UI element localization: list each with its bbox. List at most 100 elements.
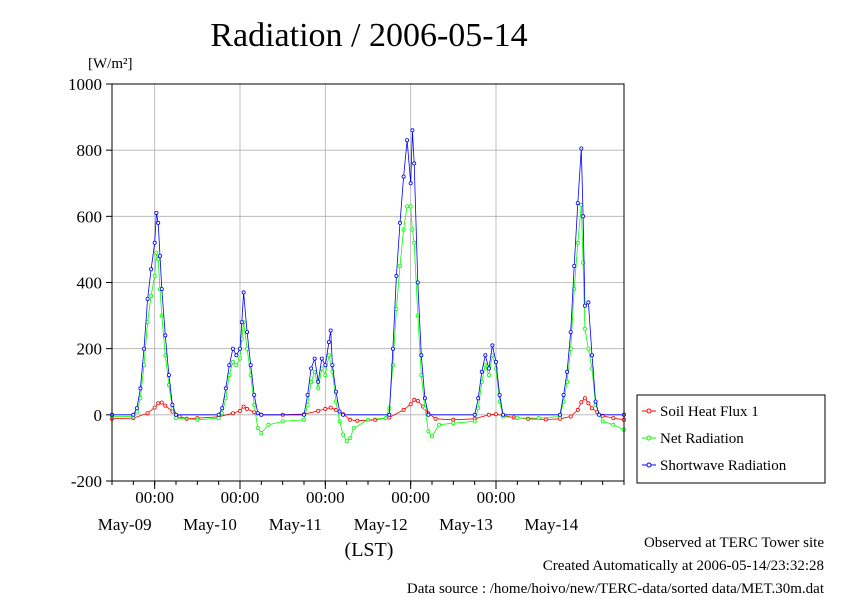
data-point	[138, 396, 143, 401]
data-point	[245, 406, 250, 411]
data-point	[266, 422, 271, 427]
data-point	[579, 146, 584, 151]
data-point	[611, 416, 616, 421]
observed-note: Observed at TERC Tower site	[643, 535, 824, 551]
data-point	[412, 397, 417, 402]
data-point	[195, 417, 200, 422]
data-point	[575, 240, 580, 245]
x-tick-label: 00:00	[391, 488, 430, 507]
data-point	[415, 313, 420, 318]
data-point	[159, 313, 164, 318]
data-point	[227, 363, 232, 368]
data-point	[237, 408, 242, 413]
data-point	[237, 356, 242, 361]
data-point	[486, 373, 491, 378]
data-point	[309, 366, 314, 371]
data-point	[397, 220, 402, 225]
data-point	[476, 396, 481, 401]
legend-swatch-marker	[646, 462, 652, 468]
data-point	[590, 406, 595, 411]
data-point	[333, 389, 338, 394]
data-point	[220, 411, 225, 416]
data-point	[410, 227, 415, 232]
data-point	[426, 412, 431, 417]
data-point	[241, 290, 246, 295]
data-point	[159, 400, 164, 405]
series-line	[112, 130, 624, 416]
y-tick-label: 800	[77, 141, 103, 160]
data-point	[600, 419, 605, 424]
data-point	[451, 421, 456, 426]
data-point	[405, 204, 410, 209]
data-point	[387, 412, 392, 417]
x-tick-label: 00:00	[221, 488, 260, 507]
data-point	[579, 400, 584, 405]
data-point	[326, 353, 331, 358]
legend-swatch-marker	[646, 435, 652, 441]
data-point	[586, 346, 591, 351]
data-point	[259, 430, 264, 435]
data-point	[490, 343, 495, 348]
data-point	[419, 373, 424, 378]
data-point	[223, 396, 228, 401]
data-point	[163, 403, 168, 408]
data-point	[536, 416, 541, 421]
data-point	[163, 353, 168, 358]
data-point	[415, 280, 420, 285]
data-point	[230, 411, 235, 416]
data-point	[405, 138, 410, 143]
data-point	[483, 353, 488, 358]
legend-box	[636, 394, 826, 484]
plot-frame	[111, 83, 625, 482]
data-point	[410, 128, 415, 133]
data-point	[305, 392, 310, 397]
x-day-label: May-10	[183, 515, 237, 534]
x-axis-label: (LST)	[345, 539, 394, 561]
data-point	[237, 346, 242, 351]
data-point	[486, 366, 491, 371]
data-point	[437, 422, 442, 427]
y-tick-label: 200	[77, 340, 103, 359]
legend-label: Shortwave Radiation	[660, 458, 787, 474]
data-point	[216, 416, 221, 421]
data-point	[255, 426, 260, 431]
data-point	[337, 409, 342, 414]
data-point	[575, 407, 580, 412]
data-point	[255, 411, 260, 416]
data-point	[163, 333, 168, 338]
data-point	[526, 416, 531, 421]
data-point	[493, 359, 498, 364]
data-point	[177, 414, 182, 419]
data-point	[234, 363, 239, 368]
data-point	[141, 346, 146, 351]
data-point	[408, 181, 413, 186]
data-point	[401, 407, 406, 412]
x-day-label: May-11	[269, 515, 322, 534]
data-point	[230, 346, 235, 351]
data-point	[316, 386, 321, 391]
x-tick-label: 00:00	[135, 488, 174, 507]
data-point	[312, 356, 317, 361]
data-point	[241, 404, 246, 409]
data-point	[323, 373, 328, 378]
data-point	[152, 273, 157, 278]
data-point	[157, 253, 162, 258]
data-point	[239, 320, 244, 325]
data-point	[156, 220, 161, 225]
data-point	[145, 320, 150, 325]
data-point	[558, 412, 563, 417]
data-point	[319, 356, 324, 361]
data-point	[309, 379, 314, 384]
data-point	[154, 250, 159, 255]
legend: Soil Heat Flux 1 Net Radiation Shortwave R…	[636, 394, 826, 484]
data-point	[412, 240, 417, 245]
x-tick-label: 00:00	[306, 488, 345, 507]
data-point	[312, 369, 317, 374]
data-point	[156, 257, 161, 262]
data-point	[515, 416, 520, 421]
data-point	[316, 379, 321, 384]
data-point	[597, 412, 602, 417]
data-point	[323, 363, 328, 368]
data-point	[422, 406, 427, 411]
